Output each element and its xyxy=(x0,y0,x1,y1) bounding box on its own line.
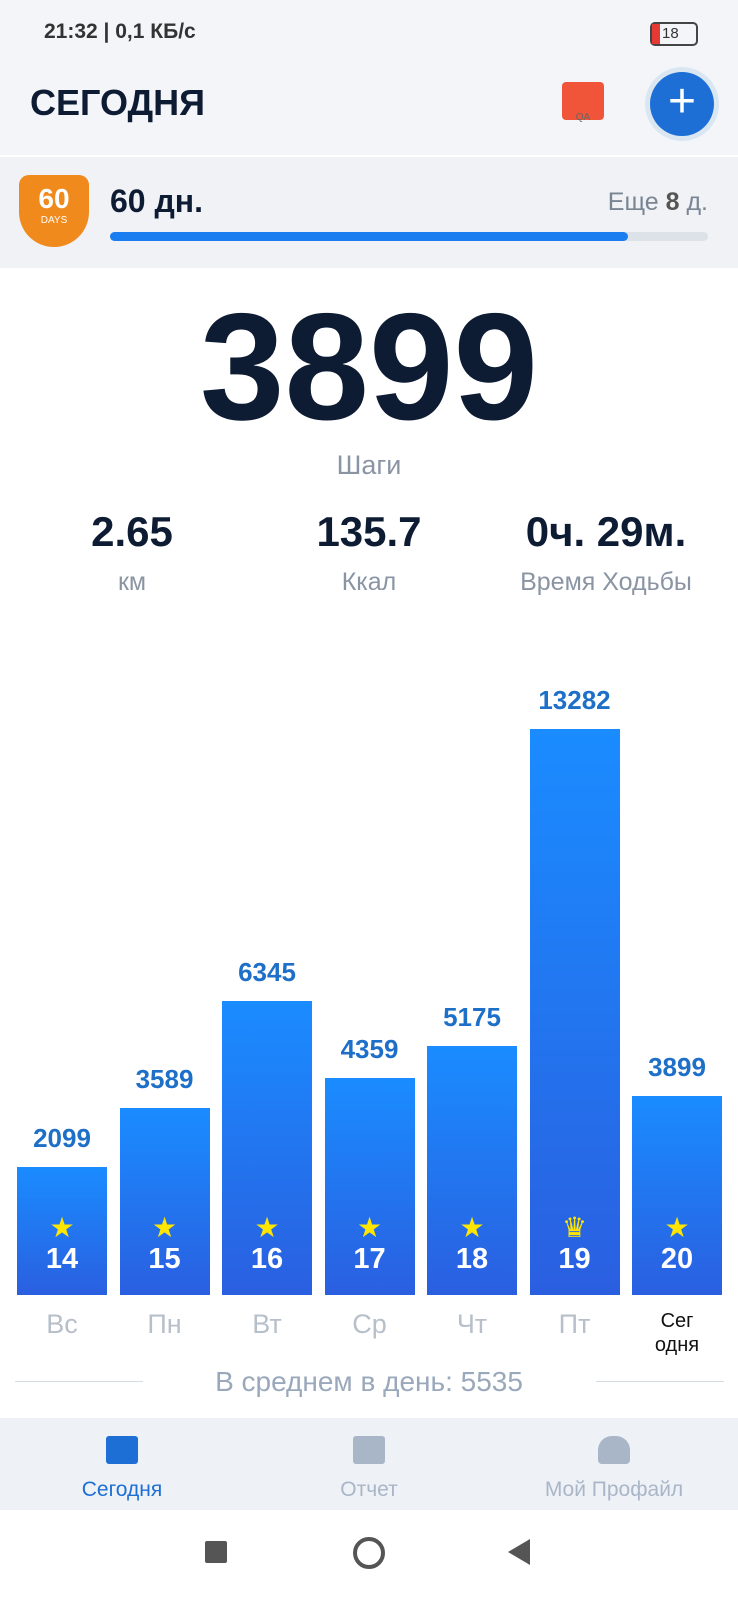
date-label: 16 xyxy=(250,1243,284,1275)
star-icon: ★ xyxy=(459,1212,485,1243)
star-icon: ★ xyxy=(49,1212,75,1243)
star-icon: ★ xyxy=(151,1212,178,1243)
date-label: 20 xyxy=(660,1243,694,1275)
home-button[interactable] xyxy=(353,1537,385,1569)
date-label: 19 xyxy=(558,1243,591,1275)
average-label: В среднем в день: xyxy=(215,1366,453,1397)
metric-label: Ккал xyxy=(341,568,397,596)
nav-label[interactable]: Мой Профайл xyxy=(544,1478,684,1501)
header-title: СЕГОДНЯ xyxy=(30,82,205,123)
value-label: 4359 xyxy=(340,1034,399,1065)
date-label: 15 xyxy=(148,1243,181,1275)
badge-text: DAYS xyxy=(40,215,68,226)
value-label: 3899 xyxy=(648,1052,706,1083)
nav-icon[interactable] xyxy=(106,1436,138,1464)
metric-label: км xyxy=(117,568,147,596)
metric-value: 135.7 xyxy=(316,508,422,555)
battery: 18 xyxy=(650,22,698,46)
bar xyxy=(17,1166,107,1295)
star-icon: ★ xyxy=(664,1212,690,1243)
steps-label: Шаги xyxy=(336,450,402,480)
day-label: Вт xyxy=(252,1309,282,1339)
remaining-suffix: д. xyxy=(686,188,708,216)
nav-icon[interactable] xyxy=(353,1436,385,1464)
gift-badge: QA xyxy=(575,112,591,123)
badge-number: 60 xyxy=(38,183,70,214)
bar xyxy=(427,1046,517,1295)
date-label: 17 xyxy=(353,1243,386,1275)
progress-fill xyxy=(110,232,629,241)
star-icon: ★ xyxy=(254,1212,280,1243)
progress-track xyxy=(110,232,708,241)
average-value: 5535 xyxy=(460,1366,523,1397)
back-button[interactable] xyxy=(508,1539,530,1565)
day-label: Чт xyxy=(456,1309,488,1339)
date-label: 18 xyxy=(455,1243,489,1275)
day-label: Сег одня xyxy=(654,1310,700,1356)
value-label: 2099 xyxy=(33,1122,91,1153)
bar xyxy=(222,1000,312,1295)
day-label: Пн xyxy=(147,1309,182,1339)
add-button[interactable]: + xyxy=(650,72,714,136)
bar xyxy=(324,1078,415,1295)
crown-icon: ♛ xyxy=(561,1212,588,1243)
nav-label[interactable]: Сегодня xyxy=(81,1478,163,1501)
nav-label[interactable]: Отчет xyxy=(340,1478,398,1501)
value-label: 3589 xyxy=(135,1064,194,1095)
bar xyxy=(632,1096,722,1295)
star-icon: ★ xyxy=(356,1212,383,1243)
bar xyxy=(529,729,620,1295)
value-label: 6345 xyxy=(238,956,296,987)
steps-count: 3899 xyxy=(199,282,539,452)
streak-badge: 60 DAYS xyxy=(19,175,89,247)
streak-row xyxy=(0,157,738,268)
divider xyxy=(15,1381,143,1382)
day-label: Ср xyxy=(352,1309,387,1339)
streak-remaining: Еще 8 д. xyxy=(608,188,708,217)
remaining-number: 8 xyxy=(665,188,680,216)
remaining-prefix: Еще xyxy=(607,188,659,216)
streak-title: 60 дн. xyxy=(110,183,204,219)
battery-level: 18 xyxy=(662,25,679,42)
recent-button[interactable] xyxy=(205,1541,227,1563)
date-label: 14 xyxy=(45,1243,79,1275)
top-area xyxy=(0,0,738,155)
nav-icon[interactable] xyxy=(598,1436,630,1464)
value-label: 5175 xyxy=(443,1002,501,1033)
bottom-nav xyxy=(0,1418,738,1510)
day-label: Пт xyxy=(558,1309,591,1339)
metric-value: 0ч. 29м. xyxy=(525,508,687,555)
metric-value: 2.65 xyxy=(91,508,173,555)
divider xyxy=(596,1381,724,1382)
bar xyxy=(119,1108,210,1295)
gift-icon[interactable]: QA xyxy=(562,82,604,123)
metric-label: Время Ходьбы xyxy=(520,568,692,596)
value-label: 13282 xyxy=(538,685,611,715)
day-label: Вс xyxy=(46,1309,78,1339)
status-time: 21:32 | 0,1 КБ/с xyxy=(44,20,196,43)
average: В среднем в день: 5535 xyxy=(0,1366,738,1398)
